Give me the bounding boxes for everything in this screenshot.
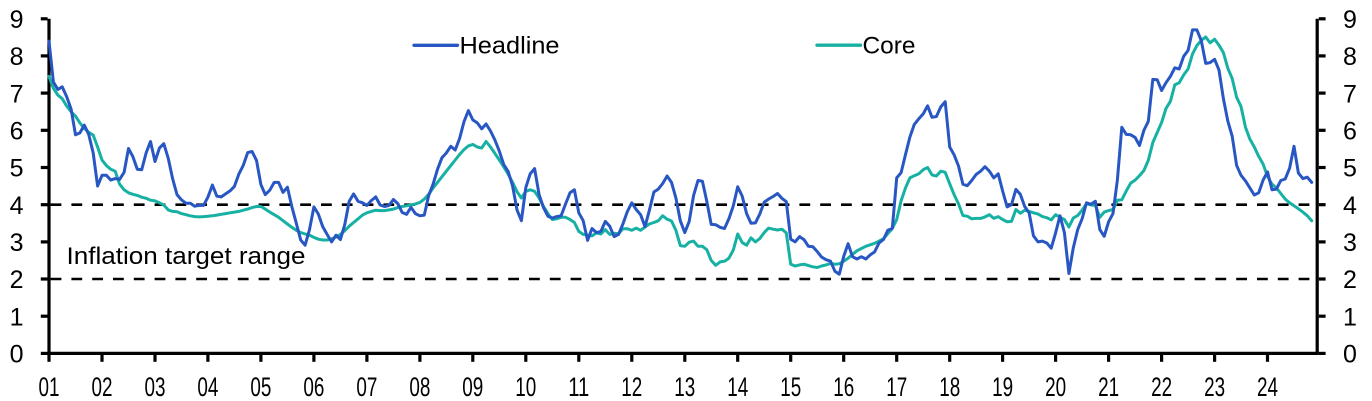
svg-text:0: 0 xyxy=(10,341,24,369)
svg-text:4: 4 xyxy=(10,192,24,220)
svg-text:20: 20 xyxy=(1045,372,1066,401)
svg-text:03: 03 xyxy=(145,372,166,401)
svg-text:8: 8 xyxy=(10,43,24,71)
svg-text:1: 1 xyxy=(10,303,24,331)
svg-text:2: 2 xyxy=(10,266,24,294)
svg-text:18: 18 xyxy=(939,372,960,401)
svg-text:6: 6 xyxy=(10,118,24,146)
svg-text:24: 24 xyxy=(1257,372,1278,401)
svg-text:04: 04 xyxy=(197,372,218,401)
svg-text:2: 2 xyxy=(1343,266,1357,294)
svg-text:5: 5 xyxy=(1343,155,1357,183)
svg-text:07: 07 xyxy=(356,372,377,401)
svg-text:Headline: Headline xyxy=(460,33,560,60)
svg-text:10: 10 xyxy=(515,372,536,401)
svg-text:7: 7 xyxy=(10,80,24,108)
svg-text:09: 09 xyxy=(462,372,483,401)
svg-text:05: 05 xyxy=(250,372,271,401)
svg-text:5: 5 xyxy=(10,155,24,183)
svg-text:23: 23 xyxy=(1204,372,1225,401)
svg-text:11: 11 xyxy=(568,372,589,401)
svg-text:02: 02 xyxy=(92,372,113,401)
svg-text:0: 0 xyxy=(1343,341,1357,369)
svg-text:16: 16 xyxy=(833,372,854,401)
svg-text:08: 08 xyxy=(409,372,430,401)
svg-text:12: 12 xyxy=(621,372,642,401)
svg-text:06: 06 xyxy=(303,372,324,401)
svg-text:8: 8 xyxy=(1343,43,1357,71)
svg-text:Inflation target range: Inflation target range xyxy=(67,243,306,270)
svg-text:22: 22 xyxy=(1151,372,1172,401)
svg-text:4: 4 xyxy=(1343,192,1357,220)
svg-text:9: 9 xyxy=(1343,6,1357,34)
svg-text:3: 3 xyxy=(1343,229,1357,257)
svg-text:3: 3 xyxy=(10,229,24,257)
svg-text:6: 6 xyxy=(1343,118,1357,146)
svg-text:14: 14 xyxy=(727,372,748,401)
svg-text:13: 13 xyxy=(674,372,695,401)
svg-text:7: 7 xyxy=(1343,80,1357,108)
svg-text:19: 19 xyxy=(992,372,1013,401)
svg-text:1: 1 xyxy=(1343,303,1357,331)
svg-text:15: 15 xyxy=(780,372,801,401)
svg-text:21: 21 xyxy=(1098,372,1119,401)
svg-text:01: 01 xyxy=(39,372,60,401)
svg-text:9: 9 xyxy=(10,6,24,34)
svg-text:Core: Core xyxy=(863,33,916,60)
svg-text:17: 17 xyxy=(886,372,907,401)
